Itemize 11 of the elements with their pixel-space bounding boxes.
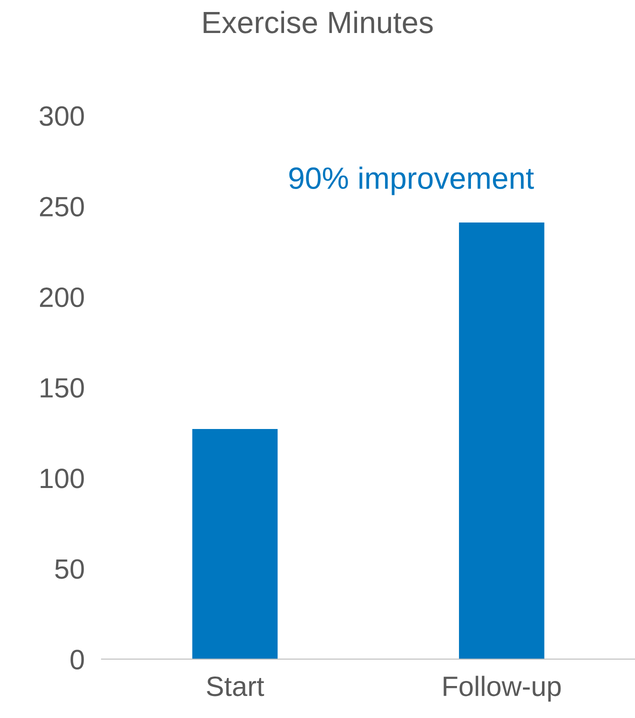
y-tick-label: 300 bbox=[40, 106, 84, 126]
y-tick-label: 250 bbox=[40, 196, 84, 217]
x-tick-label: Follow-up bbox=[444, 676, 561, 702]
y-tick-label: 150 bbox=[40, 378, 84, 398]
y-tick-label: 200 bbox=[40, 287, 84, 308]
chart-title: Exercise Minutes bbox=[204, 10, 433, 34]
y-tick-label: 100 bbox=[40, 468, 84, 488]
y-tick-label: 0 bbox=[70, 650, 84, 670]
annotation: 90% improvement bbox=[289, 166, 534, 196]
y-tick-label: 50 bbox=[55, 559, 84, 579]
x-tick-label: Start bbox=[206, 676, 264, 696]
